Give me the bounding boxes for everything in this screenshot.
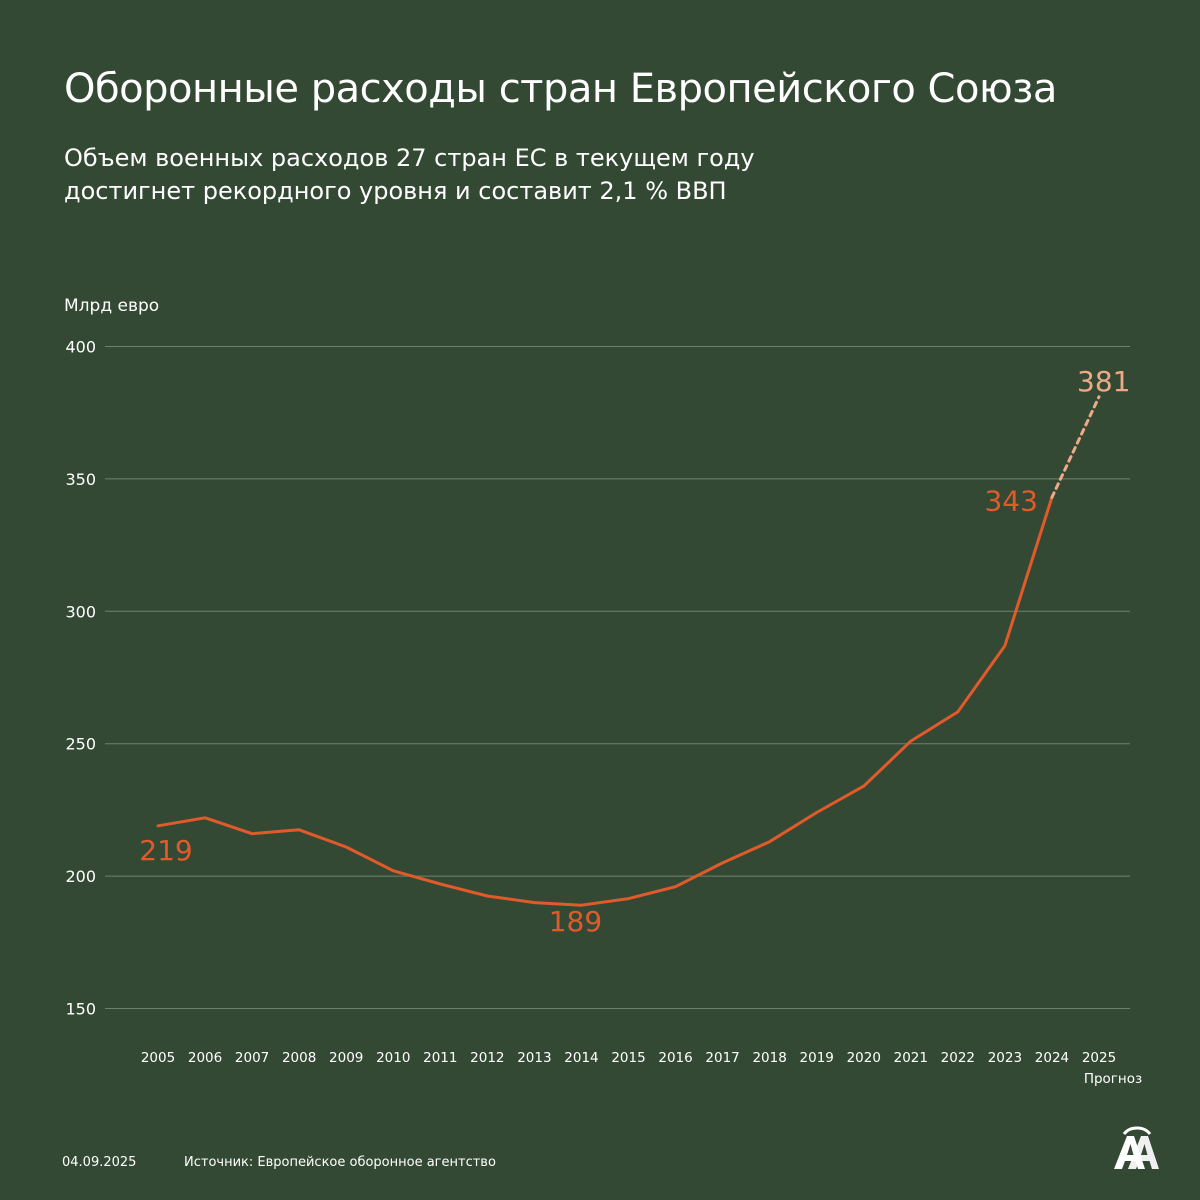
- source-note: Источник: Европейское оборонное агентств…: [184, 1155, 496, 1170]
- subtitle-line-2: достигнет рекордного уровня и составит 2…: [64, 177, 727, 205]
- x-tick-label: 2021: [894, 1050, 928, 1066]
- chart-title: Оборонные расходы стран Европейского Сою…: [64, 66, 1057, 112]
- forecast-label: Прогноз: [1084, 1071, 1142, 1087]
- x-tick-label: 2020: [847, 1050, 881, 1066]
- x-tick-label: 2010: [376, 1050, 410, 1066]
- x-tick-label: 2005: [141, 1050, 175, 1066]
- x-tick-label: 2024: [1035, 1050, 1069, 1066]
- forecast-series-line: [1050, 395, 1101, 499]
- actual-series-line: [156, 495, 1054, 907]
- chart-subtitle: Объем военных расходов 27 стран ЕС в тек…: [64, 142, 964, 208]
- y-tick-label: 150: [65, 1000, 96, 1019]
- x-tick-label: 2015: [611, 1050, 645, 1066]
- x-tick-label: 2011: [423, 1050, 457, 1066]
- line-chart: 150 200 250 300 350 400 2005 2006 2007 2008 2009 20…: [65, 338, 1142, 1088]
- x-tick-label: 2014: [564, 1050, 598, 1066]
- x-tick-label: 2022: [941, 1050, 975, 1066]
- y-axis-unit-label: Млрд евро: [64, 296, 160, 316]
- y-tick-label: 200: [65, 867, 96, 886]
- subtitle-line-1: Объем военных расходов 27 стран ЕС в тек…: [64, 144, 755, 172]
- x-tick-label: 2009: [329, 1050, 363, 1066]
- publication-date: 04.09.2025: [62, 1155, 137, 1170]
- x-tick-label: 2018: [752, 1050, 786, 1066]
- y-tick-label: 350: [65, 470, 96, 489]
- aa-logo-icon: [1114, 1126, 1159, 1169]
- x-tick-label: 2007: [235, 1050, 269, 1066]
- x-tick-label: 2006: [188, 1050, 222, 1066]
- x-tick-label: 2008: [282, 1050, 316, 1066]
- x-tick-label: 2019: [800, 1050, 834, 1066]
- data-label: 381: [1077, 365, 1130, 398]
- x-tick-label: 2013: [517, 1050, 551, 1066]
- x-tick-label: 2016: [658, 1050, 692, 1066]
- data-label: 219: [139, 834, 192, 867]
- data-label: 189: [549, 905, 602, 938]
- x-tick-label: 2012: [470, 1050, 504, 1066]
- y-tick-label: 250: [65, 735, 96, 754]
- y-tick-label: 400: [65, 338, 96, 357]
- x-tick-label: 2025: [1082, 1050, 1116, 1066]
- data-label: 343: [984, 484, 1037, 517]
- x-tick-label: 2017: [705, 1050, 739, 1066]
- y-tick-label: 300: [65, 602, 96, 621]
- x-tick-label: 2023: [988, 1050, 1022, 1066]
